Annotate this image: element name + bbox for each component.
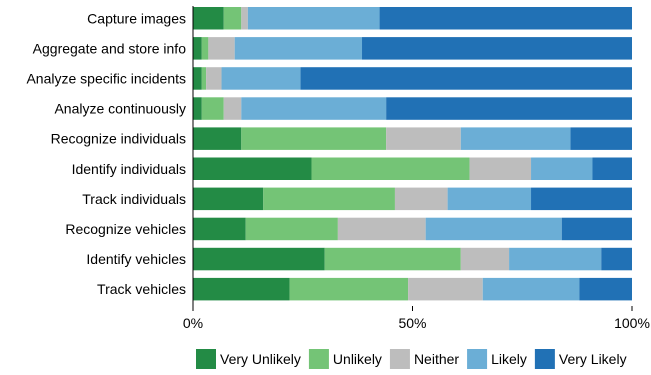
bar-analyze-specific-incidents-very-unlikely [193, 67, 202, 90]
bar-identify-individuals-neither [469, 157, 532, 180]
bar-track-individuals-unlikely [263, 187, 395, 211]
legend: Very Unlikely Unlikely Neither Likely Very L… [196, 349, 627, 369]
bar-recognize-individuals-likely [460, 127, 571, 150]
bar-analyze-continuously-likely [241, 97, 387, 120]
bar-analyze-specific-incidents-unlikely [201, 67, 207, 90]
bar-identify-vehicles-likely [509, 247, 602, 271]
x-tick-label: 50% [398, 315, 426, 331]
legend-label-likely: Likely [491, 351, 527, 367]
bar-analyze-continuously-unlikely [201, 97, 224, 120]
bar-recognize-vehicles-neither [337, 217, 426, 241]
bar-recognize-individuals-unlikely [241, 127, 387, 150]
legend-label-very-likely: Very Likely [559, 351, 627, 367]
bar-track-individuals-likely [447, 187, 532, 211]
bar-track-vehicles-likely [482, 277, 580, 301]
category-label: Track vehicles [97, 281, 186, 297]
bar-capture-images-unlikely [223, 7, 242, 30]
category-label: Recognize vehicles [65, 221, 186, 237]
bar-capture-images-very-likely [379, 7, 632, 30]
bar-aggregate-and-store-info-very-likely [362, 37, 632, 60]
category-label: Aggregate and store info [33, 40, 187, 56]
bar-aggregate-and-store-info-very-unlikely [193, 37, 202, 60]
bar-track-individuals-neither [394, 187, 448, 211]
x-tick-label: 0% [183, 315, 203, 331]
bar-analyze-continuously-very-likely [386, 97, 632, 120]
bar-track-vehicles-neither [408, 277, 483, 301]
bar-aggregate-and-store-info-unlikely [201, 37, 209, 60]
bar-identify-individuals-very-likely [592, 157, 632, 180]
category-labels: Capture images Aggregate and store info An… [26, 10, 186, 297]
bar-recognize-vehicles-very-likely [561, 217, 632, 241]
bar-track-vehicles-very-likely [579, 277, 632, 301]
category-label: Capture images [87, 10, 186, 26]
bar-analyze-continuously-neither [223, 97, 242, 120]
bar-capture-images-likely [247, 7, 380, 30]
bar-recognize-individuals-neither [386, 127, 461, 150]
bar-analyze-specific-incidents-likely [221, 67, 301, 90]
legend-swatch-unlikely [308, 349, 329, 369]
bar-aggregate-and-store-info-likely [234, 37, 363, 60]
category-label: Analyze specific incidents [26, 70, 186, 86]
legend-label-unlikely: Unlikely [333, 351, 382, 367]
x-tick-label: 100% [614, 315, 650, 331]
bar-capture-images-neither [241, 7, 248, 30]
legend-swatch-very-likely [534, 349, 555, 369]
bar-track-vehicles-unlikely [289, 277, 409, 301]
bar-identify-vehicles-very-unlikely [193, 247, 325, 271]
legend-label-neither: Neither [414, 351, 459, 367]
category-label: Recognize individuals [51, 131, 186, 147]
bar-recognize-vehicles-likely [425, 217, 562, 241]
bar-analyze-specific-incidents-neither [206, 67, 222, 90]
bar-analyze-continuously-very-unlikely [193, 97, 202, 120]
bar-recognize-individuals-very-likely [570, 127, 632, 150]
bar-track-individuals-very-likely [531, 187, 632, 211]
bar-analyze-specific-incidents-very-likely [300, 67, 632, 90]
legend-label-very-unlikely: Very Unlikely [220, 351, 301, 367]
bar-identify-individuals-unlikely [311, 157, 470, 180]
legend-swatch-likely [467, 349, 488, 369]
bar-identify-individuals-very-unlikely [193, 157, 312, 180]
bar-recognize-vehicles-unlikely [245, 217, 338, 241]
bar-recognize-vehicles-very-unlikely [193, 217, 246, 241]
legend-swatch-neither [389, 349, 410, 369]
category-label: Identify individuals [72, 161, 186, 177]
bar-track-vehicles-very-unlikely [193, 277, 290, 301]
bar-track-individuals-very-unlikely [193, 187, 264, 211]
bar-recognize-individuals-very-unlikely [193, 127, 242, 150]
x-axis: 0% 50% 100% [183, 6, 650, 331]
bar-identify-individuals-likely [531, 157, 593, 180]
bars-layer [193, 7, 632, 301]
bar-identify-vehicles-unlikely [324, 247, 461, 271]
category-label: Analyze continuously [54, 101, 186, 117]
bar-identify-vehicles-very-likely [601, 247, 632, 271]
bar-aggregate-and-store-info-neither [208, 37, 235, 60]
category-label: Identify vehicles [86, 251, 186, 267]
category-label: Track individuals [82, 191, 186, 207]
bar-identify-vehicles-neither [460, 247, 510, 271]
bar-capture-images-very-unlikely [193, 7, 224, 30]
legend-swatch-very-unlikely [196, 349, 216, 369]
